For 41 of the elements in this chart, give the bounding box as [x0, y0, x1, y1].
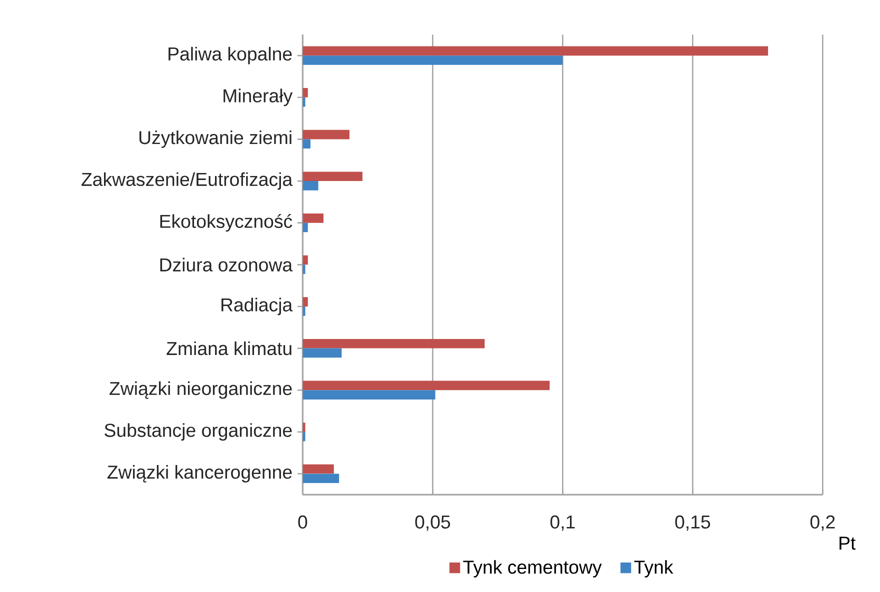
bar — [302, 172, 362, 182]
bar — [302, 464, 334, 474]
y-tick-label: Ekotoksyczność — [160, 214, 292, 232]
bar — [302, 348, 342, 358]
x-tick-label: 0,15 — [675, 515, 710, 531]
y-tick-label: Radiacja — [222, 298, 293, 316]
bar — [302, 56, 563, 65]
bar — [302, 390, 436, 400]
y-tick-label: Paliwa kopalne — [168, 46, 292, 64]
bar — [302, 88, 308, 98]
bar — [302, 432, 306, 442]
x-tick-label: 0 — [298, 515, 308, 529]
bar — [302, 474, 340, 484]
bar — [302, 222, 308, 232]
bar — [302, 255, 308, 265]
bar — [302, 139, 310, 149]
legend-label: Tynk cementowy — [463, 560, 602, 578]
legend-label: Tynk — [634, 560, 674, 578]
y-tick-label: Minerały — [224, 88, 293, 106]
y-tick-label: Dziura ozonowa — [160, 258, 293, 272]
bar — [302, 297, 308, 306]
y-tick-label: Użytkowanie ziemi — [140, 130, 292, 148]
x-tick-label: 0,05 — [415, 515, 450, 531]
x-tick-label: 0,2 — [810, 515, 835, 531]
bar — [302, 306, 306, 316]
bar — [302, 130, 350, 140]
x-tick-label: 0,1 — [550, 515, 575, 531]
y-tick-label: Związki kancerogenne — [107, 465, 292, 482]
y-tick-label: Substancje organiczne — [104, 423, 292, 441]
bar — [302, 46, 768, 56]
bar — [302, 264, 306, 274]
bar — [302, 380, 550, 390]
bar — [302, 338, 485, 348]
bar — [302, 422, 306, 432]
y-tick-label: Zmiana klimatu — [166, 341, 292, 356]
bar — [302, 97, 306, 107]
bar — [302, 181, 318, 190]
y-tick-label: Zakwaszenie/Eutrofizacja — [82, 172, 293, 190]
bar — [302, 214, 324, 223]
x-axis-title: Pt — [840, 536, 856, 550]
y-tick-label: Związki nieorganiczne — [110, 381, 292, 399]
